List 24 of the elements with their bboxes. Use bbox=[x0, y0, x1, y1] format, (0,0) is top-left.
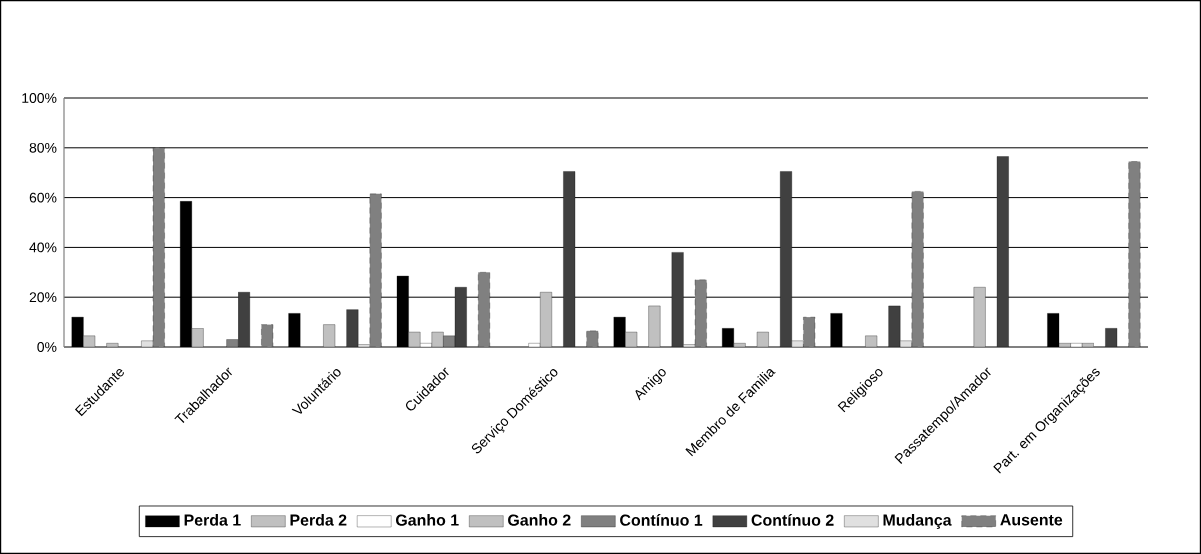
legend-label: Perda 2 bbox=[290, 514, 347, 526]
y-tick-label: 60% bbox=[29, 192, 57, 203]
legend-label: Mudança bbox=[883, 514, 952, 529]
y-tick-label: 0% bbox=[37, 342, 57, 352]
legend-label: Ganho 1 bbox=[396, 514, 459, 526]
legend-label: Contínuo 2 bbox=[751, 513, 834, 526]
legend-label: Contínuo 1 bbox=[620, 513, 703, 526]
bar bbox=[288, 313, 301, 348]
y-tick-label: 100% bbox=[22, 93, 57, 103]
bar bbox=[830, 313, 843, 348]
bar bbox=[1105, 328, 1118, 348]
bar bbox=[106, 343, 119, 348]
y-tick-label: 40% bbox=[29, 242, 57, 253]
bar bbox=[586, 330, 599, 348]
bar bbox=[261, 324, 274, 348]
bar bbox=[865, 335, 878, 348]
legend-label: Ausente bbox=[1000, 514, 1063, 526]
bar bbox=[648, 305, 661, 348]
y-tick-label: 80% bbox=[29, 142, 57, 153]
y-tick-label: 20% bbox=[29, 292, 57, 303]
bar bbox=[323, 324, 336, 348]
legend-label: Perda 1 bbox=[184, 514, 241, 526]
legend-label: Ganho 2 bbox=[508, 514, 571, 526]
bar bbox=[756, 331, 769, 348]
